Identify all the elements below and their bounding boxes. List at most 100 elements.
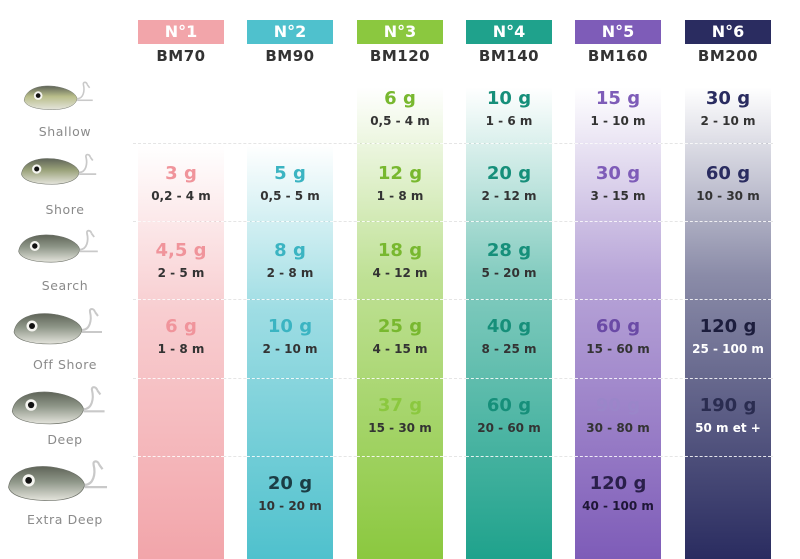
weight-depth-cell: 20 g 2 - 12 m [466, 163, 552, 204]
depth-band [466, 87, 552, 559]
weight-value: 5 g [274, 163, 306, 184]
weight-value: 8 g [274, 240, 306, 261]
depth-range: 2 - 5 m [157, 266, 205, 280]
depth-band [247, 145, 333, 559]
weight-depth-cell: 6 g 1 - 8 m [138, 316, 224, 357]
band-divider [466, 299, 552, 300]
row-divider [133, 456, 773, 457]
depth-range: 2 - 8 m [266, 266, 314, 280]
depth-range: 10 - 20 m [258, 499, 322, 513]
row-label: Search [41, 278, 89, 293]
depth-band [138, 145, 224, 559]
row-label: Shallow [38, 124, 92, 139]
depth-range: 0,2 - 4 m [151, 189, 211, 203]
model-name: BM160 [587, 47, 649, 65]
weight-value: 60 g [486, 395, 532, 416]
depth-range: 10 - 30 m [696, 189, 760, 203]
weight-value: 20 g [486, 163, 532, 184]
weight-value: 25 g [377, 316, 423, 337]
band-divider [138, 456, 224, 457]
jig-head-icon [13, 308, 102, 345]
band-divider [247, 378, 333, 379]
depth-range: 5 - 20 m [481, 266, 537, 280]
weight-value: 18 g [377, 240, 423, 261]
depth-range: 0,5 - 4 m [370, 114, 430, 128]
band-divider [357, 378, 443, 379]
depth-range: 0,5 - 5 m [260, 189, 320, 203]
depth-band [685, 87, 771, 559]
row-label: Shore [45, 202, 85, 217]
weight-value: 90 g [595, 395, 641, 416]
weight-value: 4,5 g [155, 240, 207, 261]
weight-depth-cell: 18 g 4 - 12 m [357, 240, 443, 281]
weight-value: 40 g [486, 316, 532, 337]
row-divider [133, 299, 773, 300]
depth-range: 30 - 80 m [586, 421, 650, 435]
weight-value: 37 g [377, 395, 423, 416]
weight-value: 15 g [595, 88, 641, 109]
depth-range: 2 - 10 m [262, 342, 318, 356]
band-divider [357, 456, 443, 457]
depth-range: 15 - 60 m [586, 342, 650, 356]
weight-depth-cell: 60 g 20 - 60 m [466, 395, 552, 436]
row-divider [133, 143, 773, 144]
weight-value: 60 g [705, 163, 751, 184]
jig-head-icon [23, 81, 93, 110]
depth-range: 1 - 6 m [485, 114, 533, 128]
depth-range: 2 - 10 m [700, 114, 756, 128]
depth-range: 1 - 10 m [590, 114, 646, 128]
band-divider [247, 456, 333, 457]
band-divider [138, 221, 224, 222]
weight-depth-cell: 10 g 2 - 10 m [247, 316, 333, 357]
column-number-badge: N°1 [138, 20, 224, 44]
depth-range: 4 - 12 m [372, 266, 428, 280]
row-divider [133, 221, 773, 222]
column-bm70: N°1 BM70 3 g 0,2 - 4 m 4,5 g 2 - 5 m 6 g 1 - 8 … [138, 20, 224, 559]
column-bm90: N°2 BM90 5 g 0,5 - 5 m 8 g 2 - 8 m 10 g 2 - 10 … [247, 20, 333, 559]
weight-value: 120 g [589, 473, 647, 494]
weight-value: 60 g [595, 316, 641, 337]
row-label: Deep [47, 432, 83, 447]
jig-head-icon [8, 460, 108, 501]
band-divider [685, 378, 771, 379]
column-bm140: N°4 BM140 10 g 1 - 6 m 20 g 2 - 12 m 28 g 5 - 2… [466, 20, 552, 559]
model-name: BM70 [156, 47, 206, 65]
weight-depth-cell: 120 g 40 - 100 m [575, 473, 661, 514]
depth-range: 40 - 100 m [582, 499, 654, 513]
band-divider [466, 143, 552, 144]
band-divider [138, 378, 224, 379]
weight-depth-cell: 60 g 10 - 30 m [685, 163, 771, 204]
weight-depth-cell: 8 g 2 - 8 m [247, 240, 333, 281]
weight-depth-cell: 40 g 8 - 25 m [466, 316, 552, 357]
weight-depth-cell: 20 g 10 - 20 m [247, 473, 333, 514]
weight-value: 3 g [165, 163, 197, 184]
band-divider [685, 456, 771, 457]
band-divider [575, 299, 661, 300]
jig-head-icon [20, 153, 96, 185]
band-divider [575, 143, 661, 144]
band-divider [575, 221, 661, 222]
column-number-badge: N°6 [685, 20, 771, 44]
model-name: BM200 [697, 47, 759, 65]
weight-depth-cell: 190 g 50 m et + [685, 395, 771, 436]
model-name: BM120 [369, 47, 431, 65]
weight-value: 10 g [486, 88, 532, 109]
weight-value: 6 g [384, 88, 416, 109]
column-number-badge: N°2 [247, 20, 333, 44]
column-bm200: N°6 BM200 30 g 2 - 10 m 60 g 10 - 30 m 120 g 25… [685, 20, 771, 559]
depth-range: 25 - 100 m [692, 342, 764, 356]
depth-range: 20 - 60 m [477, 421, 541, 435]
row-label: Extra Deep [27, 512, 103, 527]
band-divider [357, 299, 443, 300]
weight-depth-cell: 5 g 0,5 - 5 m [247, 163, 333, 204]
column-bm120: N°3 BM120 6 g 0,5 - 4 m 12 g 1 - 8 m 18 g 4 - 1… [357, 20, 443, 559]
weight-depth-cell: 28 g 5 - 20 m [466, 240, 552, 281]
weight-value: 6 g [165, 316, 197, 337]
jig-head-icon [18, 229, 98, 263]
weight-depth-cell: 15 g 1 - 10 m [575, 88, 661, 129]
weight-depth-cell: 6 g 0,5 - 4 m [357, 88, 443, 129]
weight-depth-cell: 30 g 3 - 15 m [575, 163, 661, 204]
weight-value: 30 g [595, 163, 641, 184]
weight-depth-cell: 12 g 1 - 8 m [357, 163, 443, 204]
weight-value: 30 g [705, 88, 751, 109]
